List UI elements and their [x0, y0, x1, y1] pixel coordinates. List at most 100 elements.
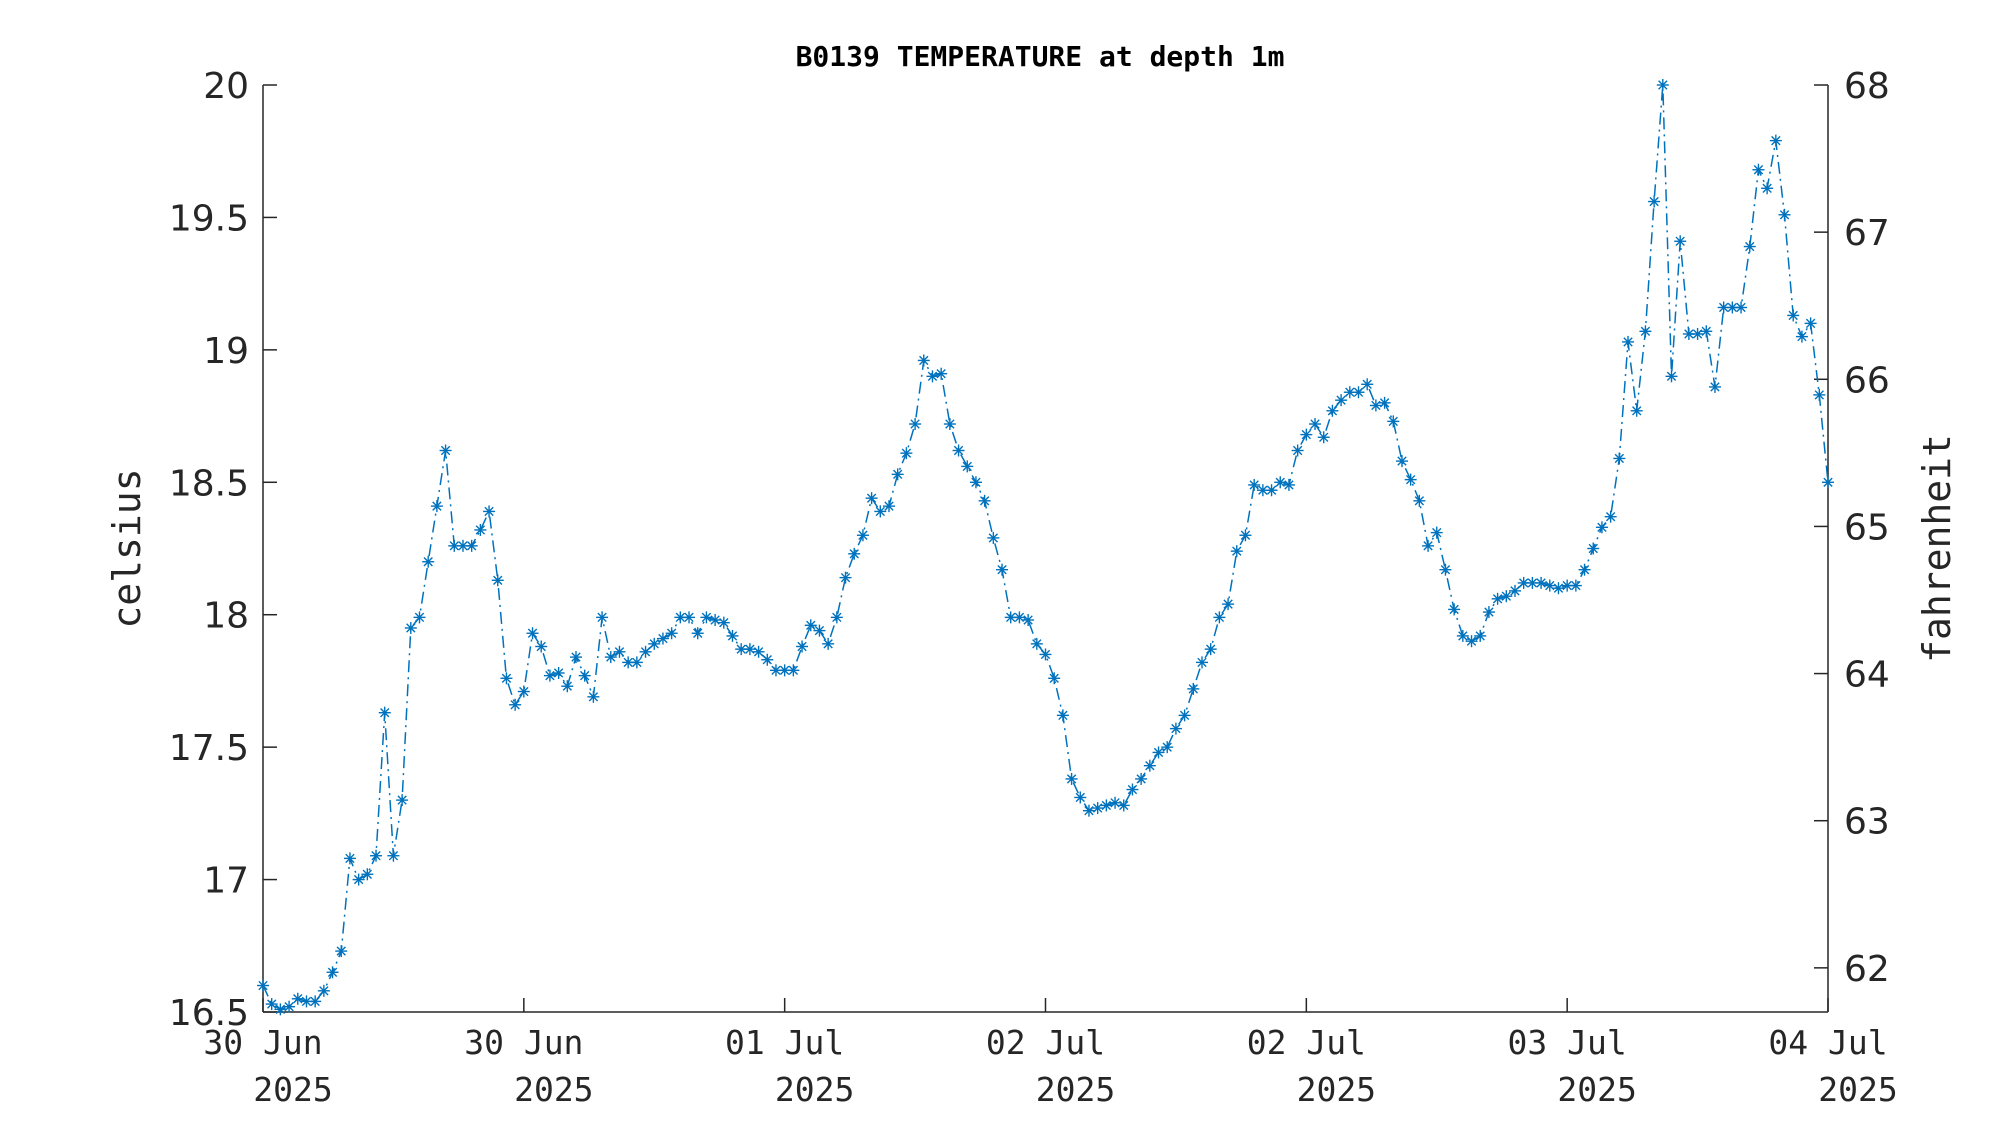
data-point-marker: [596, 611, 609, 624]
data-point-marker: [674, 611, 687, 624]
x-tick-year-label: 2025: [1036, 1070, 1115, 1109]
data-point-marker: [1622, 335, 1635, 348]
data-point-marker: [1326, 404, 1339, 417]
data-point-marker: [1213, 611, 1226, 624]
left-tick-label: 16.5: [169, 993, 249, 1034]
data-point-marker: [509, 698, 522, 711]
data-point-marker: [1595, 521, 1608, 534]
data-point-marker: [1152, 746, 1165, 759]
left-tick-label: 18: [203, 596, 249, 637]
data-point-marker: [1813, 388, 1826, 401]
x-tick-day-label: 04 Jul: [1768, 1023, 1887, 1062]
data-point-marker: [439, 444, 452, 457]
data-point-marker: [1535, 576, 1548, 589]
data-point-marker: [1639, 325, 1652, 338]
left-tick-label: 18.5: [169, 463, 249, 504]
data-point-marker: [1204, 643, 1217, 656]
data-point-marker: [526, 627, 539, 640]
right-y-axis-ticks: 62 63 64 65 66 67 68: [1814, 66, 1890, 990]
data-point-marker: [752, 645, 765, 658]
data-point-marker: [1387, 415, 1400, 428]
data-point-marker: [796, 640, 809, 653]
data-point-marker: [900, 447, 913, 460]
data-point-marker: [1074, 791, 1087, 804]
right-tick-label: 65: [1844, 507, 1890, 548]
data-point-marker: [1222, 598, 1235, 611]
data-point-marker: [996, 563, 1009, 576]
right-tick-label: 67: [1844, 213, 1890, 254]
left-y-axis-label: celsius: [105, 468, 149, 628]
data-point-marker: [709, 614, 722, 627]
data-point-marker: [543, 669, 556, 682]
data-point-marker: [1439, 563, 1452, 576]
data-point-marker: [1482, 606, 1495, 619]
data-point-marker: [813, 624, 826, 637]
data-point-marker: [1804, 317, 1817, 330]
data-point-marker: [1039, 648, 1052, 661]
data-point-marker: [604, 651, 617, 664]
right-tick-label: 66: [1844, 360, 1890, 401]
data-point-marker: [961, 460, 974, 473]
data-point-marker: [1091, 802, 1104, 815]
data-point-marker: [1256, 484, 1269, 497]
data-point-marker: [491, 574, 504, 587]
right-tick-label: 63: [1844, 802, 1890, 843]
right-y-axis-label: fahrenheit: [1915, 434, 1959, 663]
data-point-marker: [1674, 235, 1687, 248]
x-tick-year-label: 2025: [775, 1070, 854, 1109]
data-point-marker: [1552, 582, 1565, 595]
data-point-marker: [969, 476, 982, 489]
left-y-axis-ticks: 16.5 17 17.5 18 18.5 19 19.5 20: [169, 66, 277, 1034]
data-point-marker: [891, 468, 904, 481]
data-point-marker: [552, 666, 565, 679]
data-point-marker: [361, 868, 374, 881]
data-point-marker: [1239, 529, 1252, 542]
data-point-marker: [1143, 759, 1156, 772]
left-tick-label: 19: [203, 331, 249, 372]
data-point-marker: [1613, 452, 1626, 465]
data-point-marker: [465, 539, 478, 552]
data-point-marker: [926, 370, 939, 383]
data-point-marker: [1500, 590, 1513, 603]
data-point-marker: [630, 656, 643, 669]
data-point-marker: [1430, 526, 1443, 539]
data-point-marker: [1082, 804, 1095, 817]
left-tick-label: 17: [203, 861, 249, 902]
data-point-marker: [874, 505, 887, 518]
right-tick-label: 68: [1844, 66, 1890, 107]
data-point-marker: [656, 632, 669, 645]
data-point-marker: [387, 849, 400, 862]
data-point-marker: [1048, 672, 1061, 685]
data-point-marker: [1700, 325, 1713, 338]
data-point-marker: [726, 629, 739, 642]
data-point-marker: [1413, 494, 1426, 507]
data-point-marker: [370, 849, 383, 862]
data-point-marker: [413, 611, 426, 624]
data-point-marker: [1465, 635, 1478, 648]
data-point-marker: [1795, 330, 1808, 343]
data-point-marker: [717, 616, 730, 629]
data-point-marker: [987, 531, 1000, 544]
data-point-marker: [1448, 603, 1461, 616]
data-point-marker: [352, 873, 365, 886]
data-point-marker: [1335, 394, 1348, 407]
data-point-marker: [1691, 327, 1704, 340]
data-point-marker: [683, 611, 696, 624]
x-tick-day-label: 02 Jul: [986, 1023, 1105, 1062]
data-point-marker: [830, 611, 843, 624]
chart-title: B0139 TEMPERATURE at depth 1m: [796, 40, 1285, 73]
data-point-marker: [422, 555, 435, 568]
data-point-marker: [578, 669, 591, 682]
data-point-marker: [1248, 478, 1261, 491]
data-point-marker: [1291, 444, 1304, 457]
data-point-marker: [274, 1003, 287, 1016]
data-point-marker: [291, 992, 304, 1005]
data-point-marker: [1361, 378, 1374, 391]
data-point-marker: [1656, 79, 1669, 91]
data-point-marker: [1013, 611, 1026, 624]
data-point-marker: [1578, 563, 1591, 576]
left-tick-label: 19.5: [169, 198, 249, 239]
data-point-marker: [1056, 709, 1069, 722]
data-point-marker: [1117, 799, 1130, 812]
data-point-marker: [1543, 579, 1556, 592]
